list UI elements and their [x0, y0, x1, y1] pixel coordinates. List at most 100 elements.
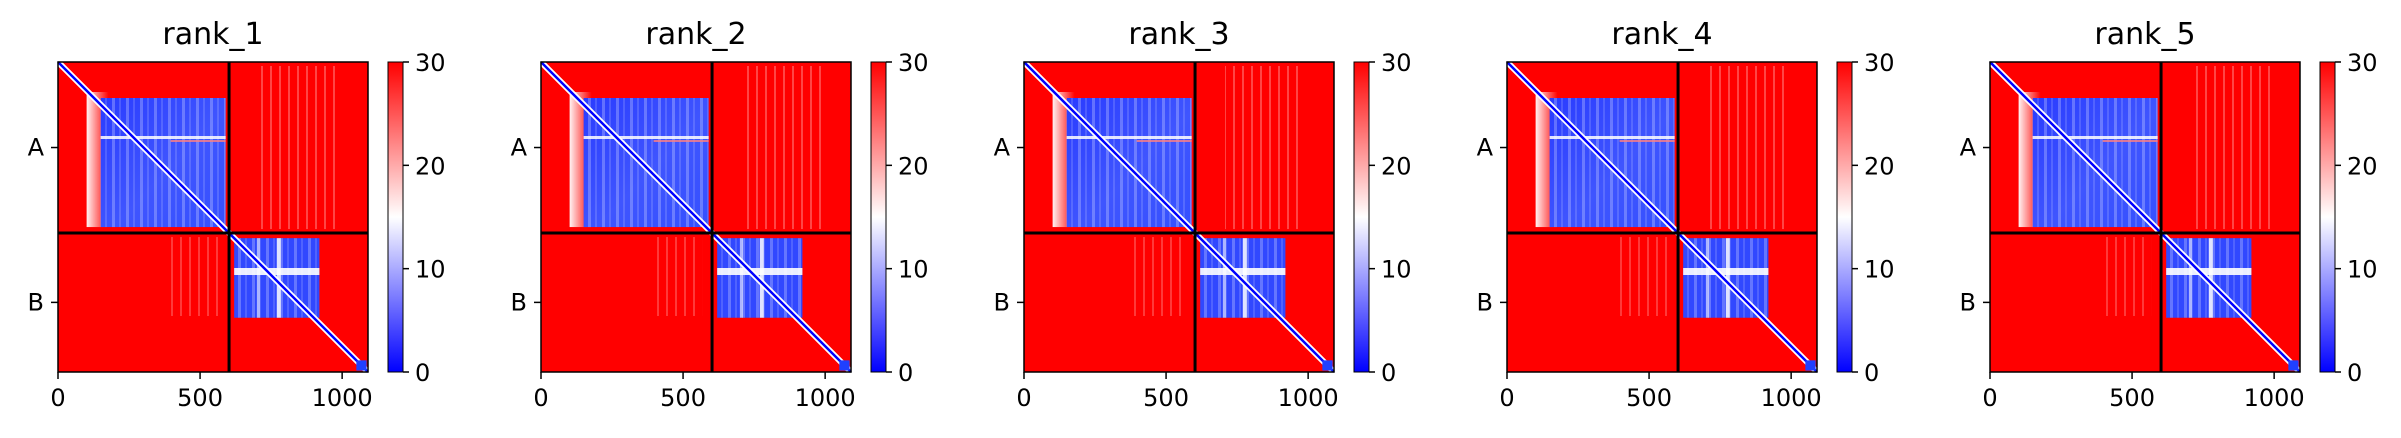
- interchain-texture-ba: [1617, 237, 1669, 316]
- diagonal-line: [1023, 61, 1335, 373]
- chain-b-separator-v: [759, 238, 764, 318]
- chain-a-band-red: [170, 140, 226, 142]
- panel-5: rank_5 0 500 1000 A B 0 10 20 30: [1960, 17, 2378, 412]
- panel-4: rank_4 0 500 1000 A B 0 10 20 30: [1477, 17, 1895, 412]
- chain-a-band: [2032, 136, 2158, 139]
- x-tick-label: 1000: [1278, 384, 1339, 412]
- colorbar: [1836, 61, 1853, 373]
- axes-frame: [1989, 61, 2301, 373]
- chain-label: B: [994, 288, 1010, 316]
- x-tick-label: 0: [1982, 384, 1997, 412]
- colorbar: [870, 61, 887, 373]
- panel-1: rank_1 0 500 1000 A B 0 10 20 30: [28, 17, 446, 412]
- panel-2: rank_2 0 500 1000 A B 0 10 20 30: [511, 17, 929, 412]
- colorbar-tick-label: 30: [1381, 49, 1412, 77]
- axes-frame: [57, 61, 369, 373]
- x-tick-label: 1000: [795, 384, 856, 412]
- axes-frame: [540, 61, 852, 373]
- chain-label: A: [1960, 134, 1977, 162]
- colorbar-tick-label: 30: [2347, 49, 2378, 77]
- colorbar-tick-label: 0: [898, 359, 913, 387]
- x-tick-label: 0: [533, 384, 548, 412]
- chain-b-separator-v2: [1222, 238, 1226, 318]
- interchain-texture-ba: [1134, 237, 1186, 316]
- chain-a-band-red: [653, 140, 709, 142]
- interchain-texture-ab: [1225, 66, 1304, 230]
- chain-b-separator-v: [1242, 238, 1247, 318]
- chain-b-tail: [1805, 360, 1816, 371]
- x-tick-label: 500: [2109, 384, 2155, 412]
- x-tick-label: 500: [177, 384, 223, 412]
- panel-title: rank_3: [1128, 17, 1229, 52]
- colorbar-tick-label: 20: [898, 152, 929, 180]
- interchain-texture-ba: [2100, 237, 2152, 316]
- chain-label: B: [1960, 288, 1976, 316]
- diagonal-line: [1989, 61, 2301, 373]
- x-tick-label: 0: [1499, 384, 1514, 412]
- x-tick-label: 1000: [1761, 384, 1822, 412]
- colorbar-tick-label: 20: [415, 152, 446, 180]
- colorbar-tick-label: 30: [415, 49, 446, 77]
- x-tick-label: 500: [1626, 384, 1672, 412]
- interchain-texture-ab: [742, 66, 821, 230]
- colorbar-tick-label: 0: [1864, 359, 1879, 387]
- interchain-texture-ab: [2191, 66, 2270, 230]
- chain-a-band: [583, 136, 709, 139]
- panel-title: rank_4: [1611, 17, 1712, 52]
- colorbar-tick-label: 20: [1864, 152, 1895, 180]
- chain-a-band: [100, 136, 226, 139]
- interchain-texture-ba: [168, 237, 220, 316]
- colorbar-tick-label: 10: [1381, 256, 1412, 284]
- interchain-texture-ba: [651, 237, 703, 316]
- interchain-texture-ab: [1708, 66, 1787, 230]
- panel-title: rank_1: [162, 17, 263, 52]
- panel-title: rank_2: [645, 17, 746, 52]
- interchain-texture-ab: [259, 66, 338, 230]
- chain-b-separator-v2: [2188, 238, 2192, 318]
- colorbar-tick-label: 0: [415, 359, 430, 387]
- chain-b-tail: [2288, 360, 2299, 371]
- diagonal-line: [57, 61, 369, 373]
- x-tick-label: 500: [660, 384, 706, 412]
- panel-title: rank_5: [2094, 17, 2195, 52]
- colorbar-tick-label: 10: [415, 256, 446, 284]
- colorbar-tick-label: 0: [2347, 359, 2362, 387]
- chain-b-separator-v2: [256, 238, 260, 318]
- axes-frame: [1023, 61, 1335, 373]
- panel-3: rank_3 0 500 1000 A B 0 10 20 30: [994, 17, 1412, 412]
- chain-b-tail: [839, 360, 850, 371]
- chain-a-band-red: [2102, 140, 2158, 142]
- colorbar-tick-label: 10: [898, 256, 929, 284]
- chain-label: B: [511, 288, 527, 316]
- colorbar: [2319, 61, 2336, 373]
- chain-b-tail: [356, 360, 367, 371]
- colorbar: [1353, 61, 1370, 373]
- chain-b-separator-v: [2208, 238, 2213, 318]
- chain-b-tail: [1322, 360, 1333, 371]
- x-tick-label: 0: [1016, 384, 1031, 412]
- x-tick-label: 0: [50, 384, 65, 412]
- chain-label: B: [28, 288, 44, 316]
- x-tick-label: 500: [1143, 384, 1189, 412]
- chain-label: A: [28, 134, 45, 162]
- chain-label: A: [511, 134, 528, 162]
- chain-a-band-red: [1619, 140, 1675, 142]
- chain-b-separator-v: [1725, 238, 1730, 318]
- chain-label: A: [994, 134, 1011, 162]
- chain-a-band: [1549, 136, 1675, 139]
- diagonal-line: [540, 61, 852, 373]
- colorbar: [387, 61, 404, 373]
- x-tick-label: 1000: [2244, 384, 2305, 412]
- colorbar-tick-label: 30: [1864, 49, 1895, 77]
- chain-b-separator-v2: [1705, 238, 1709, 318]
- chain-b-separator-v2: [739, 238, 743, 318]
- colorbar-tick-label: 30: [898, 49, 929, 77]
- colorbar-tick-label: 20: [1381, 152, 1412, 180]
- chain-a-band-red: [1136, 140, 1192, 142]
- colorbar-tick-label: 0: [1381, 359, 1396, 387]
- chain-b-separator-v: [276, 238, 281, 318]
- axes-frame: [1506, 61, 1818, 373]
- x-tick-label: 1000: [312, 384, 373, 412]
- chain-a-band: [1066, 136, 1192, 139]
